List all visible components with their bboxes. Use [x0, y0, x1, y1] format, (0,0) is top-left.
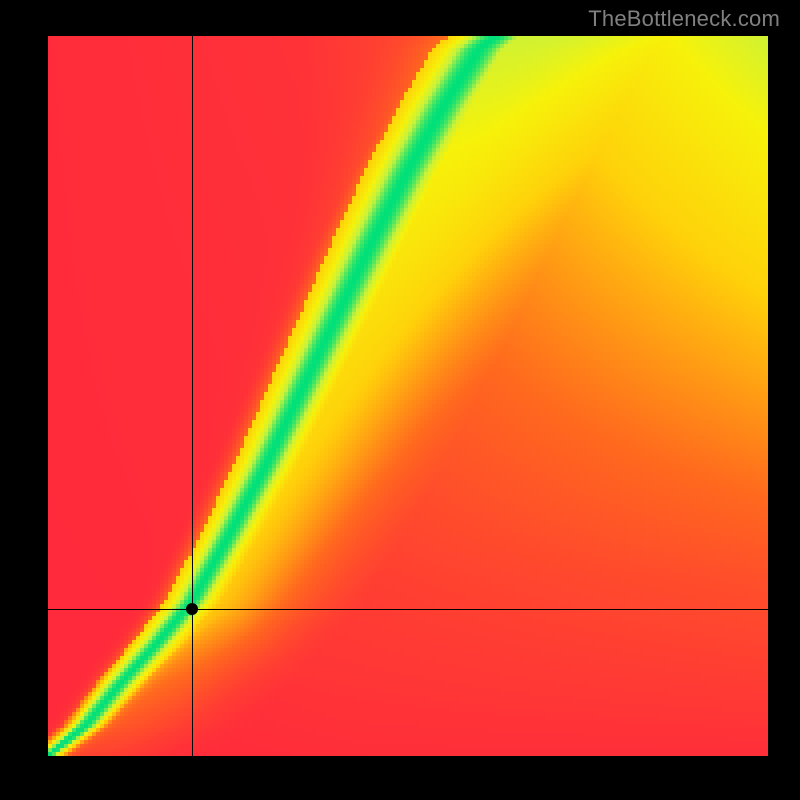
heatmap-canvas	[48, 36, 768, 756]
plot-area	[48, 36, 768, 756]
crosshair-horizontal	[48, 609, 768, 610]
data-point-marker	[186, 603, 198, 615]
crosshair-vertical	[192, 36, 193, 756]
watermark-text: TheBottleneck.com	[588, 6, 780, 32]
